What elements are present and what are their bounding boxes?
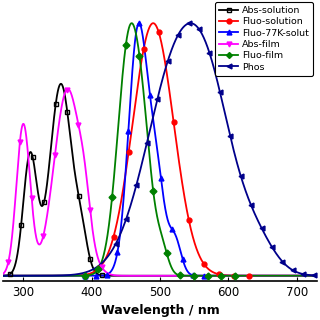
X-axis label: Wavelength / nm: Wavelength / nm xyxy=(100,304,220,317)
Legend: Abs-solution, Fluo-solution, Fluo-77K-solut, Abs-film, Fluo-film, Phos: Abs-solution, Fluo-solution, Fluo-77K-so… xyxy=(215,2,313,76)
